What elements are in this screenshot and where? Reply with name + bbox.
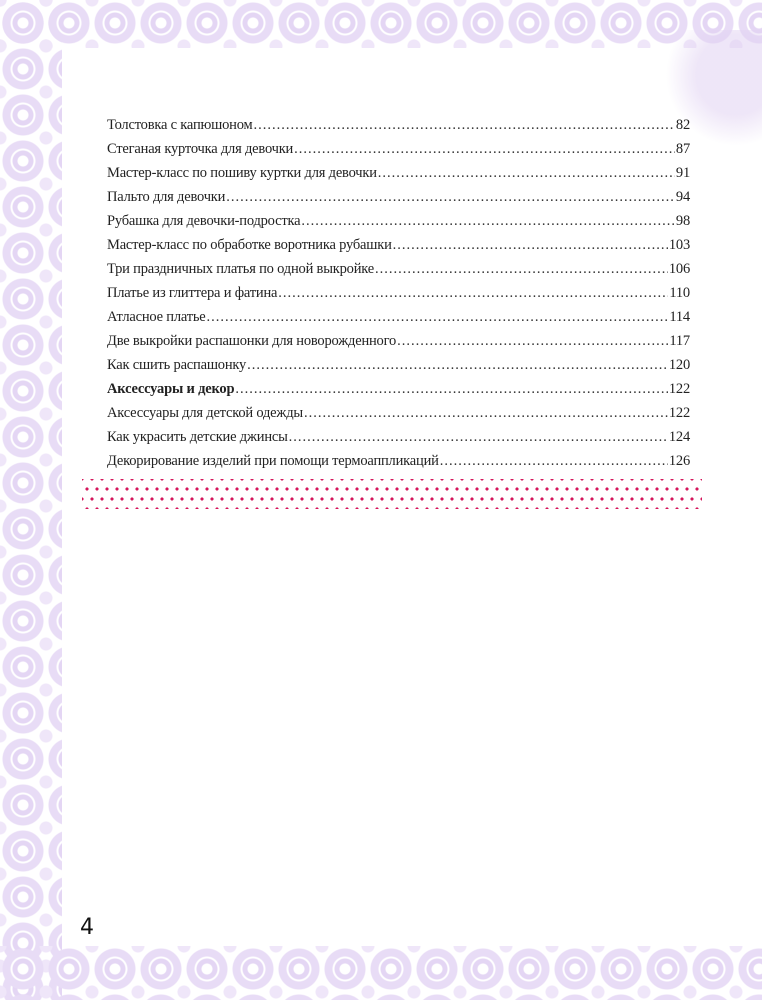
toc-entry-title: Рубашка для девочки-подростка bbox=[107, 213, 301, 229]
toc-entry-page: 122 bbox=[668, 405, 690, 421]
toc-entry[interactable]: Толстовка с капюшоном 82 bbox=[107, 117, 690, 141]
toc-entry[interactable]: Мастер-класс по обработке воротника руба… bbox=[107, 237, 690, 261]
toc-entry-title: Стеганая курточка для девочки bbox=[107, 141, 294, 157]
toc-entry[interactable]: Две выкройки распашонки для новорожденно… bbox=[107, 333, 690, 357]
dot-leader bbox=[397, 333, 668, 350]
toc-entry-page: 98 bbox=[675, 213, 690, 229]
dot-leader bbox=[378, 165, 675, 182]
toc-entry-title: Пальто для девочки bbox=[107, 189, 226, 205]
toc-entry-page: 114 bbox=[669, 309, 690, 325]
toc-entry-title: Три праздничных платья по одной выкройке bbox=[107, 261, 374, 277]
dot-leader bbox=[247, 357, 668, 374]
toc-entry-page: 117 bbox=[669, 333, 690, 349]
toc-entry-title: Две выкройки распашонки для новорожденно… bbox=[107, 333, 397, 349]
toc-entry[interactable]: Как украсить детские джинсы 124 bbox=[107, 429, 690, 453]
dot-leader bbox=[253, 117, 674, 134]
toc-entry-title: Аксессуары и декор bbox=[107, 381, 235, 397]
toc-section-heading[interactable]: Аксессуары и декор 122 bbox=[107, 381, 690, 405]
toc-entry[interactable]: Рубашка для девочки-подростка 98 bbox=[107, 213, 690, 237]
toc-entry-page: 106 bbox=[668, 261, 690, 277]
dot-leader bbox=[235, 381, 668, 398]
toc-entry[interactable]: Атласное платье 114 bbox=[107, 309, 690, 333]
toc-entry[interactable]: Три праздничных платья по одной выкройке… bbox=[107, 261, 690, 285]
toc-entry[interactable]: Стеганая курточка для девочки 87 bbox=[107, 141, 690, 165]
dot-leader bbox=[440, 453, 668, 470]
toc-entry-title: Аксессуары для детской одежды bbox=[107, 405, 303, 421]
dot-leader bbox=[289, 429, 668, 446]
toc-entry-title: Толстовка с капюшоном bbox=[107, 117, 253, 133]
dot-leader bbox=[294, 141, 675, 158]
toc-entry-page: 120 bbox=[668, 357, 690, 373]
toc-entry[interactable]: Пальто для девочки 94 bbox=[107, 189, 690, 213]
toc-entry-page: 87 bbox=[675, 141, 690, 157]
toc-entry-title: Атласное платье bbox=[107, 309, 206, 325]
page-number: 4 bbox=[80, 915, 94, 940]
toc-entry-page: 103 bbox=[668, 237, 690, 253]
dot-leader bbox=[301, 213, 675, 230]
toc-entry-title: Мастер-класс по пошиву куртки для девочк… bbox=[107, 165, 377, 181]
toc-entry-title: Платье из глиттера и фатина bbox=[107, 285, 278, 301]
toc-entry-page: 91 bbox=[675, 165, 690, 181]
lace-border-left bbox=[0, 0, 62, 1000]
polka-dot-divider bbox=[82, 479, 702, 509]
toc-entry-title: Как украсить детские джинсы bbox=[107, 429, 288, 445]
dot-leader bbox=[304, 405, 668, 422]
toc-entry[interactable]: Аксессуары для детской одежды 122 bbox=[107, 405, 690, 429]
toc-entry[interactable]: Декорирование изделий при помощи термоап… bbox=[107, 453, 690, 477]
toc-entry[interactable]: Платье из глиттера и фатина 110 bbox=[107, 285, 690, 309]
toc-entry[interactable]: Как сшить распашонку 120 bbox=[107, 357, 690, 381]
toc-entry[interactable]: Мастер-класс по пошиву куртки для девочк… bbox=[107, 165, 690, 189]
lace-border-bottom bbox=[0, 946, 762, 1000]
toc-entry-title: Мастер-класс по обработке воротника руба… bbox=[107, 237, 392, 253]
toc-entry-page: 122 bbox=[668, 381, 690, 397]
toc-entry-page: 82 bbox=[675, 117, 690, 133]
dot-leader bbox=[393, 237, 668, 254]
dot-leader bbox=[278, 285, 668, 302]
dot-leader bbox=[375, 261, 668, 278]
dot-leader bbox=[207, 309, 669, 326]
toc-entry-page: 126 bbox=[668, 453, 690, 469]
toc-entry-page: 94 bbox=[675, 189, 690, 205]
toc-entry-title: Как сшить распашонку bbox=[107, 357, 247, 373]
toc-entry-page: 124 bbox=[668, 429, 690, 445]
toc-entry-page: 110 bbox=[669, 285, 690, 301]
toc-entry-title: Декорирование изделий при помощи термоап… bbox=[107, 453, 439, 469]
dot-leader bbox=[226, 189, 675, 206]
table-of-contents: Толстовка с капюшоном 82 Стеганая курточка… bbox=[107, 117, 690, 477]
